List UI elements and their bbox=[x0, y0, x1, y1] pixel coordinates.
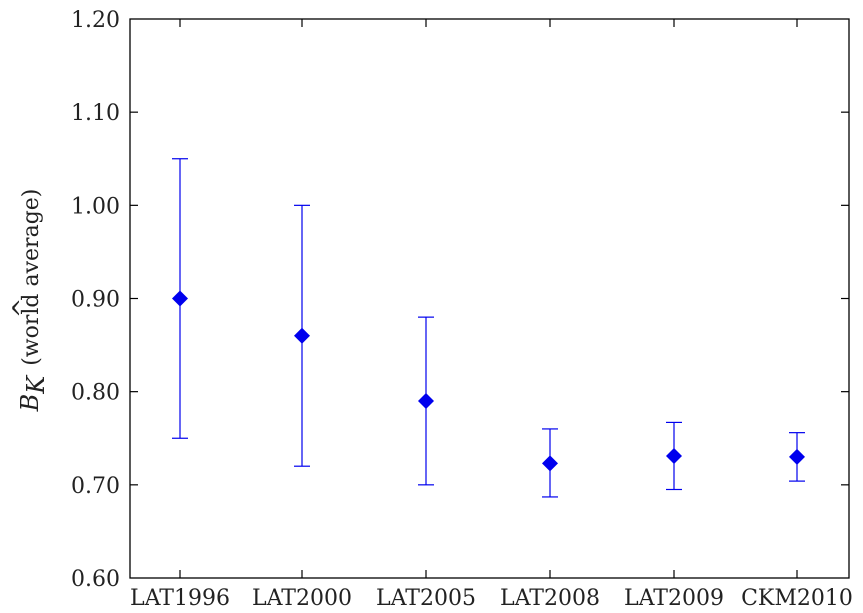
data-series bbox=[172, 158, 805, 498]
y-tick-label: 1.10 bbox=[71, 101, 120, 126]
y-tick-label: 0.80 bbox=[71, 381, 120, 406]
data-point bbox=[789, 448, 805, 465]
y-tick-label: 1.20 bbox=[71, 8, 120, 33]
x-axis: LAT1996 LAT2000 LAT2005 LAT2008 LAT2009 CKM20… bbox=[130, 19, 853, 611]
x-tick-label: LAT2008 bbox=[500, 586, 600, 611]
x-tick-label: LAT2000 bbox=[252, 586, 352, 611]
y-label-subscript: K bbox=[22, 374, 50, 395]
y-axis: 0.60 0.70 0.80 0.90 1.00 1.10 1.20 bbox=[71, 8, 849, 592]
x-tick-label: LAT2005 bbox=[376, 586, 476, 611]
y-tick-label: 1.00 bbox=[71, 194, 120, 219]
data-point bbox=[172, 290, 188, 307]
x-tick-label: CKM2010 bbox=[741, 586, 853, 611]
y-tick-label: 0.70 bbox=[71, 474, 120, 499]
data-point bbox=[666, 447, 682, 464]
y-label-text: (world average) bbox=[19, 189, 44, 366]
y-tick-label: 0.60 bbox=[71, 567, 120, 592]
data-point bbox=[294, 327, 310, 344]
x-tick-label: LAT1996 bbox=[130, 586, 230, 611]
data-point bbox=[542, 455, 558, 472]
data-point bbox=[418, 392, 434, 409]
y-label-symbol: B bbox=[16, 394, 44, 413]
x-tick-label: LAT2009 bbox=[624, 586, 724, 611]
y-label-hat: ^ bbox=[8, 298, 36, 318]
plot-frame bbox=[129, 18, 850, 579]
y-tick-label: 0.90 bbox=[71, 288, 120, 313]
y-axis-label: BK (world average) bbox=[16, 189, 50, 413]
